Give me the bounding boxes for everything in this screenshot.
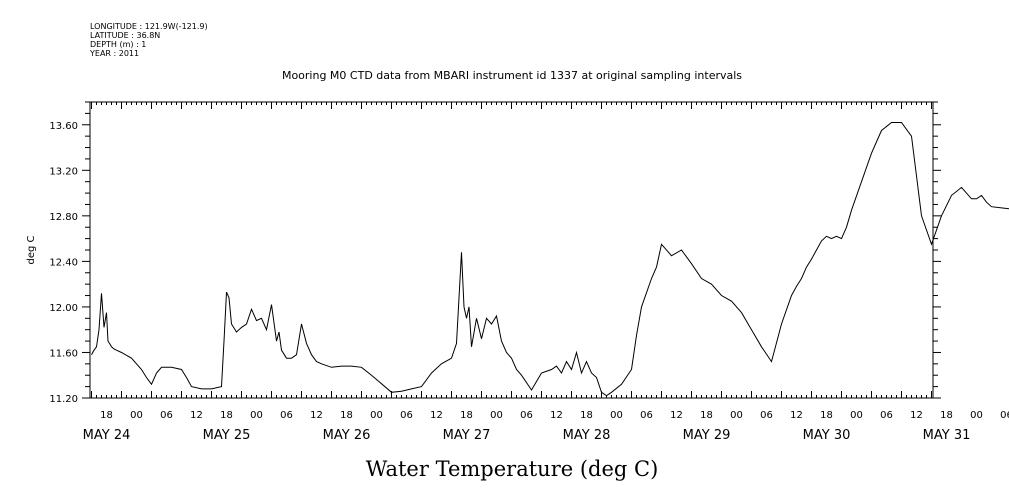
y-tick-label: 12.00: [49, 303, 78, 314]
x-hour-tick-label: 06: [520, 410, 533, 421]
x-hour-tick-label: 00: [130, 410, 143, 421]
series-line-water-temperature: [91, 122, 1009, 397]
y-tick-label: 12.80: [49, 212, 78, 223]
y-axis-label: deg C: [26, 235, 37, 264]
x-hour-tick-label: 06: [400, 410, 413, 421]
x-axis: 18 00 06 12 18 00 06 12 18 00 06 12 18 00 06 12 18 00 06 12…: [83, 410, 1009, 443]
x-day-label: MAY 30: [803, 428, 851, 443]
x-hour-tick-label: 18: [580, 410, 593, 421]
x-hour-tick-label: 12: [430, 410, 443, 421]
plot-frame: [89, 101, 934, 399]
meta-year: YEAR : 2011: [89, 49, 139, 58]
x-hour-tick-label: 18: [940, 410, 953, 421]
x-hour-tick-label: 00: [850, 410, 863, 421]
meta-depth: DEPTH (m) : 1: [90, 40, 146, 49]
x-hour-tick-label: 06: [1000, 410, 1009, 421]
x-hour-tick-label: 12: [790, 410, 803, 421]
axis-ticks: [91, 102, 932, 398]
x-hour-tick-label: 12: [310, 410, 323, 421]
x-day-label: MAY 31: [923, 428, 971, 443]
y-tick-label: 11.60: [49, 348, 78, 359]
x-day-label: MAY 24: [83, 428, 131, 443]
x-hour-tick-label: 00: [490, 410, 503, 421]
y-axis: 11.20 11.60 12.00 12.40 12.80 13.20 13.60: [49, 101, 941, 405]
x-day-label: MAY 27: [443, 428, 491, 443]
x-hour-tick-label: 18: [460, 410, 473, 421]
x-hour-tick-label: 12: [910, 410, 923, 421]
x-hour-tick-label: 18: [100, 410, 113, 421]
x-hour-tick-label: 06: [760, 410, 773, 421]
y-tick-label: 13.20: [49, 166, 78, 177]
chart-title: Mooring M0 CTD data from MBARI instrumen…: [282, 69, 742, 82]
meta-latitude: LATITUDE : 36.8N: [90, 31, 160, 40]
meta-longitude: LONGITUDE : 121.9W(-121.9): [90, 22, 208, 31]
x-hour-tick-label: 06: [280, 410, 293, 421]
x-hour-tick-label: 12: [550, 410, 563, 421]
x-day-label: MAY 28: [563, 428, 611, 443]
x-hour-tick-label: 18: [700, 410, 713, 421]
x-hour-tick-label: 00: [610, 410, 623, 421]
x-hour-tick-label: 18: [340, 410, 353, 421]
x-hour-tick-label: 06: [880, 410, 893, 421]
x-day-label: MAY 25: [203, 428, 251, 443]
y-tick-label: 11.20: [49, 394, 78, 405]
x-axis-label: Water Temperature (deg C): [366, 457, 659, 481]
x-hour-tick-label: 12: [670, 410, 683, 421]
x-day-label: MAY 26: [323, 428, 371, 443]
y-tick-label: 12.40: [49, 257, 78, 268]
x-hour-tick-label: 12: [190, 410, 203, 421]
y-tick-label: 13.60: [49, 121, 78, 132]
x-hour-tick-label: 06: [160, 410, 173, 421]
x-hour-tick-label: 06: [640, 410, 653, 421]
x-hour-tick-label: 00: [250, 410, 263, 421]
x-hour-tick-label: 18: [220, 410, 233, 421]
x-hour-tick-label: 18: [820, 410, 833, 421]
x-hour-tick-label: 00: [730, 410, 743, 421]
x-day-label: MAY 29: [683, 428, 731, 443]
x-hour-tick-label: 00: [370, 410, 383, 421]
x-hour-tick-label: 00: [970, 410, 983, 421]
